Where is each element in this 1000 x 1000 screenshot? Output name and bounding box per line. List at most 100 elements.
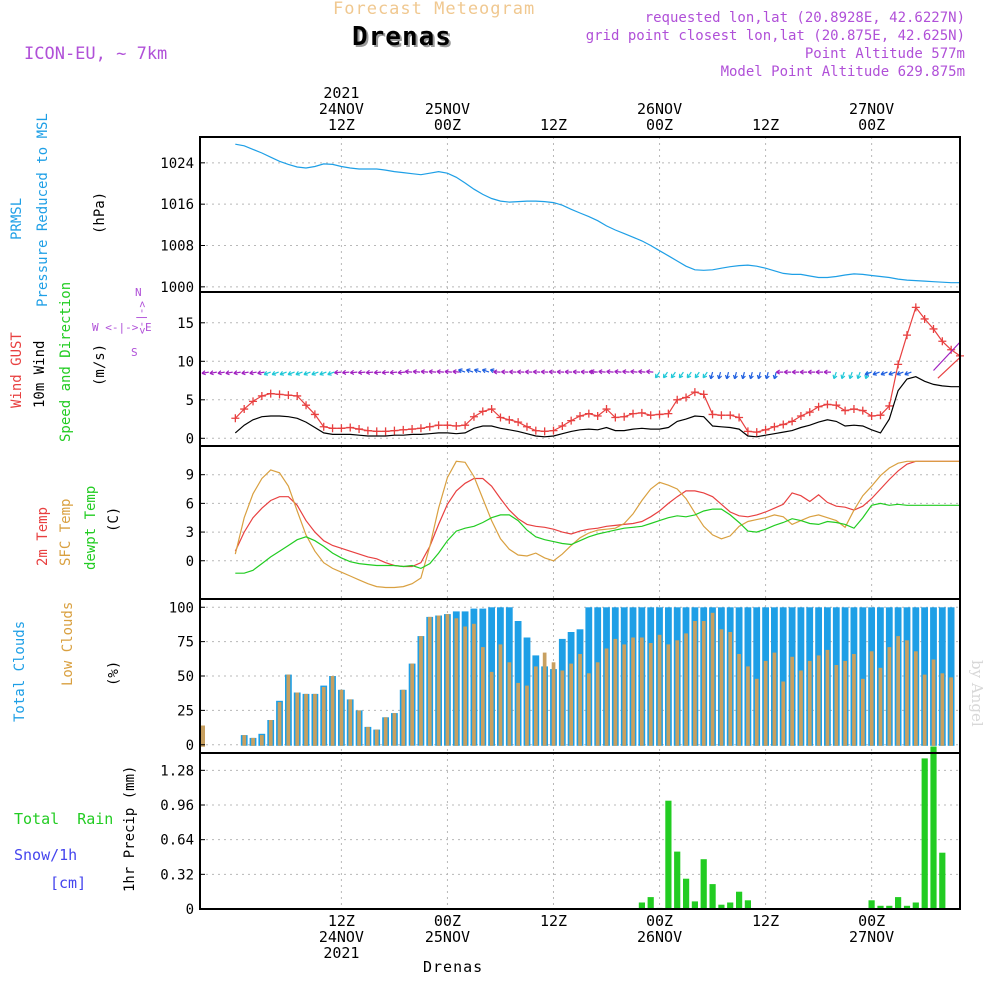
wind-gust-marker bbox=[505, 415, 514, 424]
precip-unit: 1hr Precip (mm) bbox=[122, 766, 138, 892]
wind-direction-arrow bbox=[764, 371, 770, 380]
wind-gust-marker bbox=[876, 411, 885, 420]
cloud-low-bar bbox=[445, 614, 450, 746]
wind-gust-marker bbox=[743, 427, 752, 436]
precip-bar bbox=[736, 891, 743, 909]
bottom-time-label: 12Z bbox=[752, 912, 779, 930]
precip-bar bbox=[921, 758, 928, 909]
wind-gust-marker bbox=[249, 397, 258, 406]
compass-s: S bbox=[131, 346, 138, 359]
wind-gust-marker bbox=[257, 391, 266, 400]
wind-direction-arrow bbox=[412, 369, 421, 375]
wind-direction-arrow bbox=[606, 369, 614, 375]
wind-gust-marker bbox=[293, 391, 302, 400]
top-time-label: 27NOV bbox=[849, 100, 894, 118]
wind-direction-arrow bbox=[389, 369, 398, 375]
wind-gust-marker bbox=[761, 425, 770, 434]
wind-gust-extra-line bbox=[937, 356, 961, 379]
precip-ytick-label: 0 bbox=[186, 902, 194, 918]
wind-gust-marker bbox=[770, 422, 779, 431]
temp-sfc-line bbox=[234, 460, 960, 589]
wind-direction-arrow bbox=[257, 370, 265, 376]
wind-gust-marker bbox=[620, 412, 629, 421]
temp-panel-frame bbox=[199, 445, 961, 600]
cloud-low-bar bbox=[286, 674, 291, 746]
wind-direction-arrow bbox=[271, 371, 279, 376]
wind-gust-marker bbox=[319, 422, 328, 431]
cloud-low-bar bbox=[622, 644, 627, 746]
cloud-low-bar bbox=[330, 676, 335, 746]
wind-direction-arrow bbox=[694, 371, 700, 379]
precip-ytick-label: 0.32 bbox=[160, 867, 194, 883]
clouds-low-label: Low Clouds bbox=[60, 602, 76, 686]
location-title: Drenas bbox=[352, 22, 452, 52]
wind-gust-marker bbox=[337, 424, 346, 433]
cloud-low-bar bbox=[754, 678, 759, 746]
wind-gust-marker bbox=[381, 427, 390, 436]
cloud-low-bar bbox=[693, 621, 697, 746]
wind-direction-arrow bbox=[373, 369, 382, 375]
wind-direction-arrow bbox=[516, 369, 525, 375]
cloud-low-bar bbox=[922, 674, 927, 746]
precip-bar bbox=[877, 905, 884, 910]
wind-direction-arrow bbox=[756, 371, 762, 380]
wind-gust-marker bbox=[832, 401, 841, 410]
compass-ew: W <-|-> E bbox=[92, 321, 152, 334]
model-point-altitude: Model Point Altitude 629.875m bbox=[720, 64, 965, 80]
wind-gust-marker bbox=[416, 424, 425, 433]
wind-gust-marker bbox=[567, 416, 576, 425]
cloud-low-bar bbox=[861, 678, 865, 746]
wind-gust-marker bbox=[549, 426, 558, 435]
cloud-low-bar bbox=[560, 670, 565, 746]
wind-10m-label: 10m Wind bbox=[32, 341, 48, 408]
cloud-low-bar bbox=[534, 666, 538, 746]
wind-gust-marker bbox=[363, 426, 372, 435]
wind-direction-arrow bbox=[458, 368, 466, 374]
wind-direction-arrow bbox=[646, 369, 654, 375]
wind-gust-marker bbox=[690, 388, 699, 397]
precip-ytick-label: 0.96 bbox=[160, 798, 194, 814]
precip-bar bbox=[930, 746, 937, 909]
cloud-low-bar bbox=[463, 626, 467, 746]
wind-gust-marker bbox=[346, 423, 355, 432]
bottom-time-label: 25NOV bbox=[425, 928, 470, 946]
wind-direction-arrow bbox=[209, 370, 217, 376]
top-time-label: 00Z bbox=[858, 116, 885, 134]
wind-direction-arrow bbox=[342, 369, 350, 375]
wind-gust-marker bbox=[240, 405, 249, 414]
cloud-low-bar bbox=[949, 677, 953, 746]
cloud-low-bar bbox=[268, 720, 273, 746]
wind-direction-arrow bbox=[466, 368, 474, 374]
wind-gust-marker bbox=[593, 411, 602, 420]
cloud-low-bar bbox=[746, 666, 750, 746]
wind-gust-marker bbox=[708, 410, 717, 419]
wind-gust-marker bbox=[655, 410, 664, 419]
wind-direction-arrow bbox=[381, 369, 390, 375]
cloud-low-bar bbox=[454, 618, 459, 746]
point-altitude: Point Altitude 577m bbox=[804, 46, 965, 62]
wind-direction-arrow bbox=[872, 371, 880, 376]
precip-bar bbox=[895, 897, 902, 909]
cloud-low-bar bbox=[251, 737, 255, 746]
cloud-low-bar bbox=[321, 687, 326, 746]
wind-direction-arrow bbox=[493, 369, 501, 375]
clouds-ytick-label: 75 bbox=[177, 635, 194, 651]
cloud-low-bar bbox=[436, 615, 441, 746]
precip-bar bbox=[665, 800, 672, 909]
cloud-low-bar bbox=[816, 655, 821, 746]
cloud-low-bar bbox=[304, 693, 308, 746]
precip-panel-frame bbox=[199, 752, 961, 910]
cloud-low-bar bbox=[781, 681, 786, 746]
wind-direction-arrow bbox=[799, 369, 808, 375]
wind-direction-arrow bbox=[225, 370, 233, 376]
credit-watermark: by Angel bbox=[968, 660, 986, 727]
wind-direction-arrow bbox=[724, 371, 730, 380]
cloud-total-bar bbox=[947, 607, 955, 746]
wind-direction-arrow bbox=[622, 369, 630, 375]
wind-gust-marker bbox=[885, 401, 894, 410]
wind-gust-marker bbox=[602, 405, 611, 414]
wind-direction-arrow bbox=[823, 369, 831, 375]
wind-direction-arrow bbox=[303, 371, 311, 376]
cloud-low-bar bbox=[569, 663, 573, 746]
wind-direction-arrow bbox=[217, 370, 225, 376]
